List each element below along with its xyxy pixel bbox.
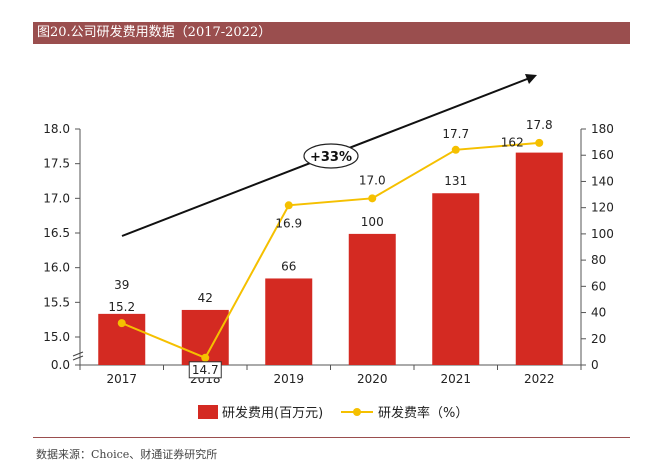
rate-label-box (188, 361, 222, 379)
source-note: 数据来源：Choice、财通证券研究所 (36, 448, 218, 461)
axes: 0.0 15.0 15.5 16.0 16.5 17.0 17.5 18.0 0 20 40 60 80… (43, 122, 614, 386)
rate-line-path (121, 141, 540, 360)
right-tick-label: 40 (591, 306, 606, 320)
left-tick-label: 16.5 (43, 226, 70, 240)
rate-value-label: 14.7 (192, 363, 219, 377)
axis-break-mark (72, 355, 84, 361)
right-tick-label: 0 (591, 358, 599, 372)
right-tick-label: 140 (591, 174, 614, 188)
left-tick-label: 17.0 (43, 191, 70, 205)
data-labels: 39 42 66 100 131 162 15.2 14.7 16.9 17.0 17.7 17.8 (108, 118, 553, 379)
growth-arrowhead (525, 74, 537, 84)
legend-bar-swatch (198, 405, 218, 419)
bar-value-label: 162 (501, 136, 524, 150)
right-tick-label: 80 (591, 253, 606, 267)
rate-line (117, 138, 544, 362)
left-tick-label: 18.0 (43, 122, 70, 136)
bar-rd-expense (265, 278, 313, 365)
growth-label: +33% (310, 150, 352, 165)
bar-value-label: 100 (361, 215, 384, 229)
rate-point (535, 138, 544, 147)
bar-rd-expense (432, 193, 480, 365)
rate-value-label: 15.2 (108, 300, 135, 314)
bar-value-label: 131 (444, 174, 467, 188)
legend: 研发费用(百万元) 研发费率（%） (198, 405, 468, 421)
left-tick-label: 0.0 (51, 358, 70, 372)
rate-point (284, 201, 293, 210)
bar-rd-expense (348, 233, 396, 365)
rate-point (368, 194, 377, 203)
rate-value-label: 17.7 (442, 127, 469, 141)
x-tick-label: 2021 (440, 372, 471, 386)
x-tick-label: 2020 (357, 372, 388, 386)
right-tick-label: 160 (591, 148, 614, 162)
x-tick-label: 2022 (524, 372, 555, 386)
axis-break-mark (72, 351, 84, 357)
growth-ellipse (303, 143, 359, 169)
right-tick-label: 100 (591, 227, 614, 241)
growth-annotation: +33% (121, 74, 537, 237)
right-tick-label: 180 (591, 122, 614, 136)
right-tick-label: 120 (591, 201, 614, 215)
left-tick-label: 15.5 (43, 295, 70, 309)
rate-value-label: 16.9 (275, 216, 302, 230)
source-divider (33, 437, 630, 438)
x-tick-label: 2019 (273, 372, 304, 386)
legend-line-marker (353, 408, 361, 416)
bar-value-label: 42 (198, 291, 213, 305)
rate-point (201, 353, 210, 362)
left-tick-label: 15.0 (43, 330, 70, 344)
rate-point (117, 319, 126, 328)
left-tick-label: 17.5 (43, 157, 70, 171)
x-tick-label: 2017 (106, 372, 137, 386)
figure-title: 图20.公司研发费用数据（2017-2022） (33, 22, 630, 44)
bar-value-label: 39 (114, 278, 129, 292)
bar-rd-expense (515, 152, 563, 365)
bar-value-label: 66 (281, 259, 296, 273)
right-tick-label: 60 (591, 279, 606, 293)
right-tick-label: 20 (591, 332, 606, 346)
legend-line-label: 研发费率（%） (378, 405, 468, 421)
legend-bar-label: 研发费用(百万元) (222, 405, 323, 421)
rate-value-label: 17.0 (359, 173, 386, 187)
rate-point (451, 145, 460, 154)
left-tick-label: 16.0 (43, 261, 70, 275)
bars (98, 152, 563, 365)
rate-value-label: 17.8 (526, 118, 553, 132)
